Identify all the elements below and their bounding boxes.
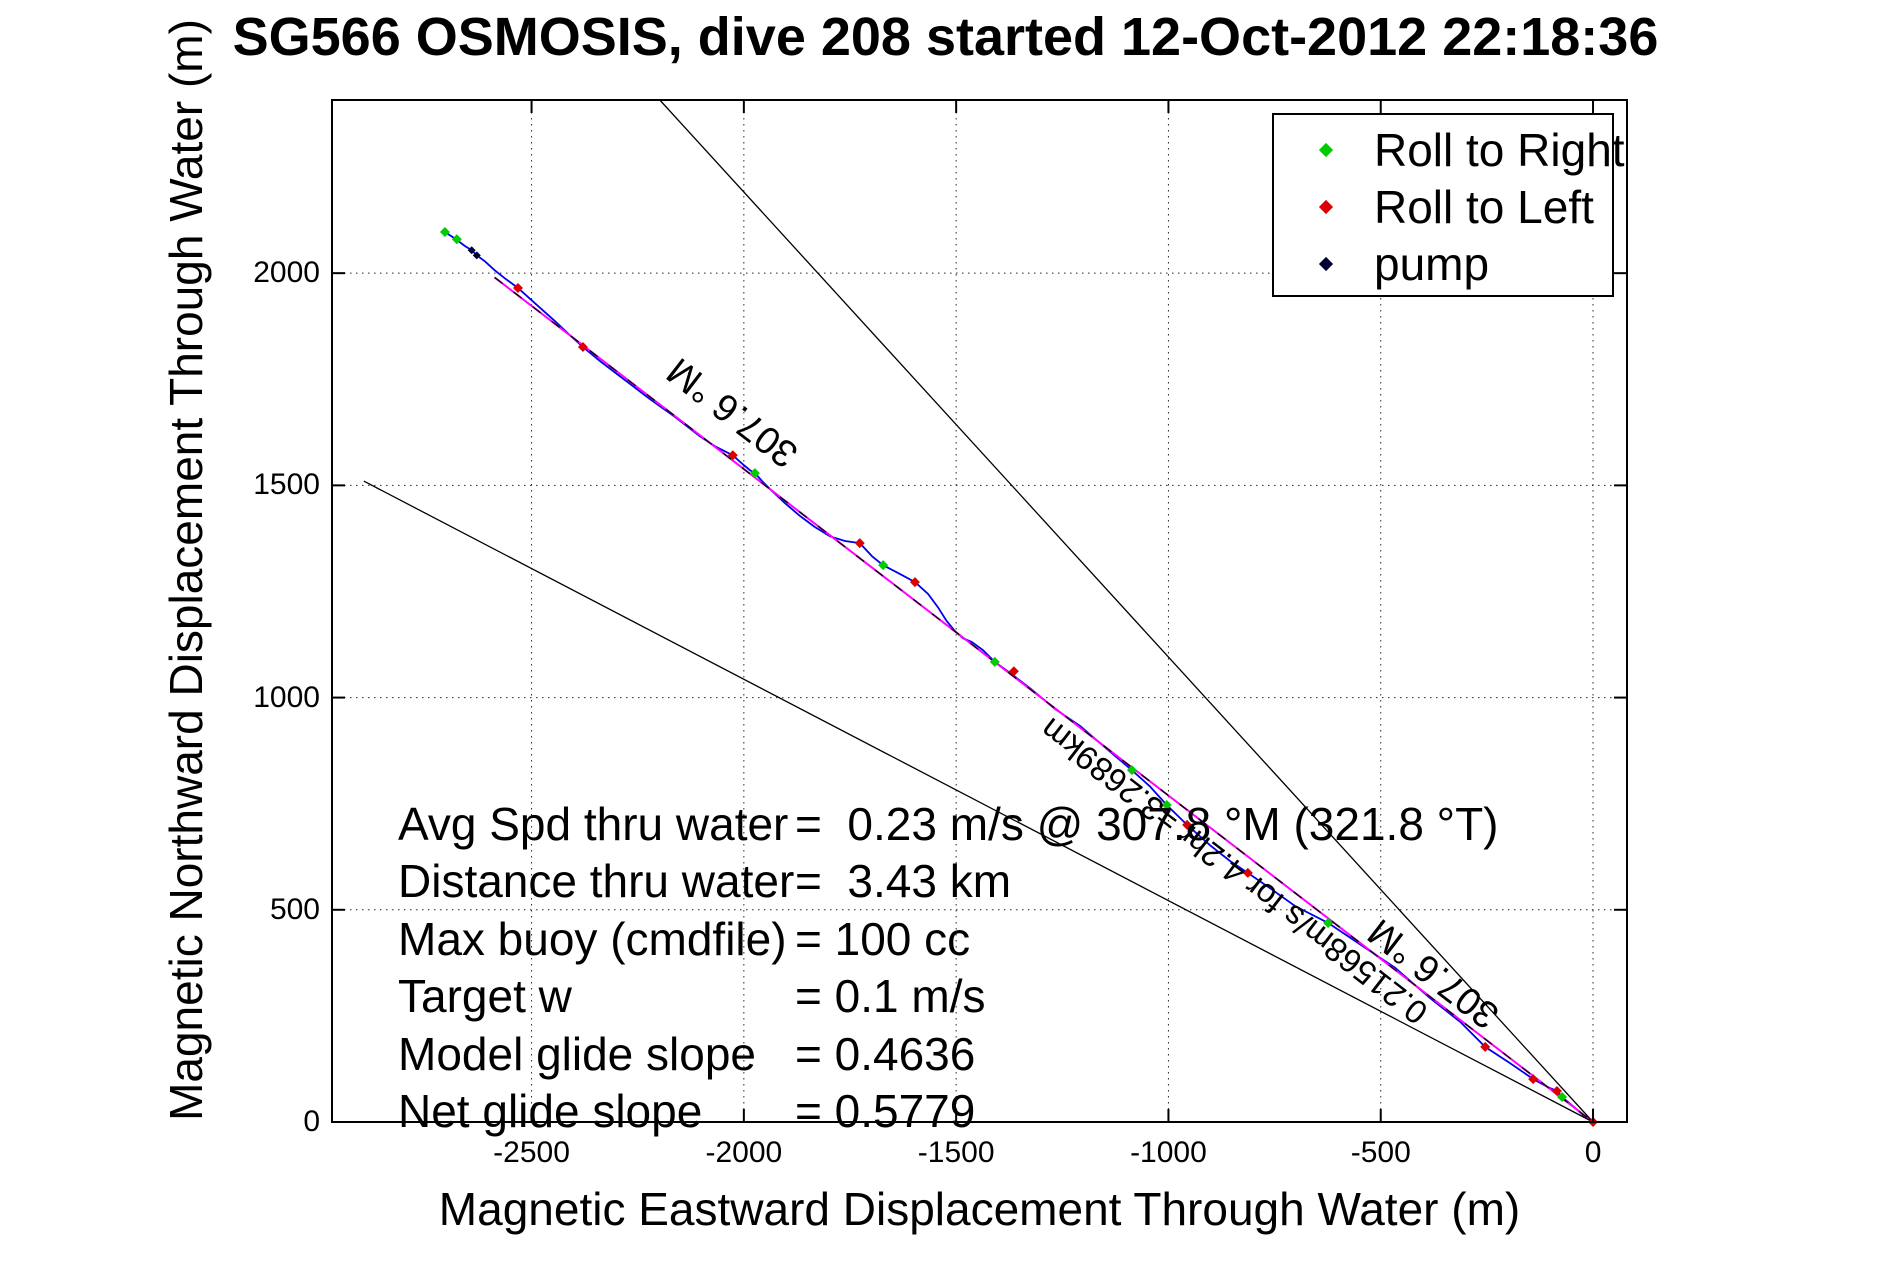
x-axis-label: Magnetic Eastward Displacement Through W…: [438, 1183, 1521, 1235]
x-tick-label: 0: [1584, 1136, 1602, 1169]
marker-roll-to-right: [451, 234, 462, 245]
series-fan-line-upper: [659, 99, 1594, 1123]
marker-roll-to-left: [577, 342, 588, 353]
legend-marker-icon: [1318, 256, 1334, 271]
axes-border: [331, 99, 1628, 1123]
legend-item-label: Roll to Left: [1374, 180, 1594, 233]
stat-value: = 3.43 km: [795, 855, 1012, 908]
x-tick-label: -1000: [1130, 1136, 1207, 1169]
x-tick-label: -2000: [705, 1136, 783, 1169]
legend-item-label: pump: [1374, 237, 1490, 290]
legend-item: Roll to Right: [1274, 121, 1625, 178]
marker-roll-to-right: [749, 468, 760, 479]
legend-marker-icon: [1318, 142, 1334, 157]
marker-roll-to-left: [1480, 1041, 1491, 1052]
marker-roll-to-left: [1182, 819, 1193, 830]
legend-item-label: Roll to Right: [1374, 123, 1625, 176]
stat-row: Distance thru water = 3.43 km: [398, 853, 1499, 910]
stat-value: = 0.1 m/s: [795, 970, 986, 1023]
marker-roll-to-left: [1551, 1086, 1562, 1097]
x-tick-label: -2500: [493, 1136, 570, 1169]
legend-item: pump: [1274, 235, 1612, 292]
marker-roll-to-right: [439, 226, 450, 237]
y-axis-label: Magnetic Northward Displacement Through …: [160, 19, 212, 1121]
marker-roll-to-right: [989, 656, 1000, 667]
marker-roll-to-right: [1557, 1091, 1568, 1102]
stats-block: Avg Spd thru water = 0.23 m/s @ 307.8 °M …: [398, 796, 1499, 1140]
stat-label: Avg Spd thru water: [398, 798, 789, 850]
stat-row: Model glide slope = 0.4636: [398, 1026, 1499, 1083]
marker-roll-to-right: [1323, 917, 1334, 928]
marker-roll-to-left: [854, 538, 865, 549]
marker-roll-to-left: [1008, 666, 1019, 677]
stat-row: Max buoy (cmdfile) = 100 cc: [398, 911, 1499, 968]
y-tick-label: 1000: [253, 680, 320, 714]
stat-value: = 0.4636: [795, 1027, 976, 1080]
stat-label: Model glide slope: [398, 1027, 757, 1080]
marker-roll-to-left: [727, 450, 738, 461]
y-tick-label: 0: [303, 1105, 320, 1138]
chart-title: SG566 OSMOSIS, dive 208 started 12-Oct-2…: [232, 7, 1659, 67]
stat-value: = 100 cc: [795, 912, 971, 965]
legend-marker-icon: [1318, 199, 1334, 214]
stat-label: Distance thru water: [398, 855, 795, 908]
stat-label: Max buoy (cmdfile): [398, 912, 787, 965]
x-tick-label: -500: [1350, 1136, 1411, 1169]
legend-item: Roll to Left: [1274, 178, 1612, 235]
series-fan-line-lower: [363, 480, 1594, 1123]
marker-roll-to-left: [1242, 867, 1253, 878]
x-tick-label: -1500: [917, 1136, 995, 1169]
marker-roll-to-right: [1161, 799, 1172, 810]
stat-label: Target w: [398, 970, 572, 1023]
stat-row: Net glide slope = 0.5779: [398, 1083, 1499, 1140]
marker-pump: [467, 246, 476, 255]
legend-box: Roll to Right Roll to Left pump: [1272, 113, 1625, 297]
marker-roll-to-right: [878, 560, 889, 571]
stat-value: = 0.23 m/s @ 307.8 °M (321.8 °T): [795, 798, 1499, 850]
marker-roll-to-right: [1126, 765, 1137, 776]
stat-row: Avg Spd thru water = 0.23 m/s @ 307.8 °M …: [398, 796, 1499, 853]
stat-label: Net glide slope: [398, 1084, 703, 1137]
stat-row: Target w = 0.1 m/s: [398, 968, 1499, 1025]
stat-value: = 0.5779: [795, 1084, 976, 1137]
y-tick-label: 1500: [253, 468, 320, 502]
marker-roll-to-left: [1528, 1074, 1539, 1085]
marker-roll-to-left: [909, 577, 920, 588]
marker-roll-to-left: [512, 283, 523, 294]
y-tick-label: 500: [269, 892, 320, 926]
series-bearing-line-307.6M: [494, 276, 1594, 1123]
marker-pump: [472, 251, 481, 260]
y-tick-label: 2000: [253, 256, 320, 290]
